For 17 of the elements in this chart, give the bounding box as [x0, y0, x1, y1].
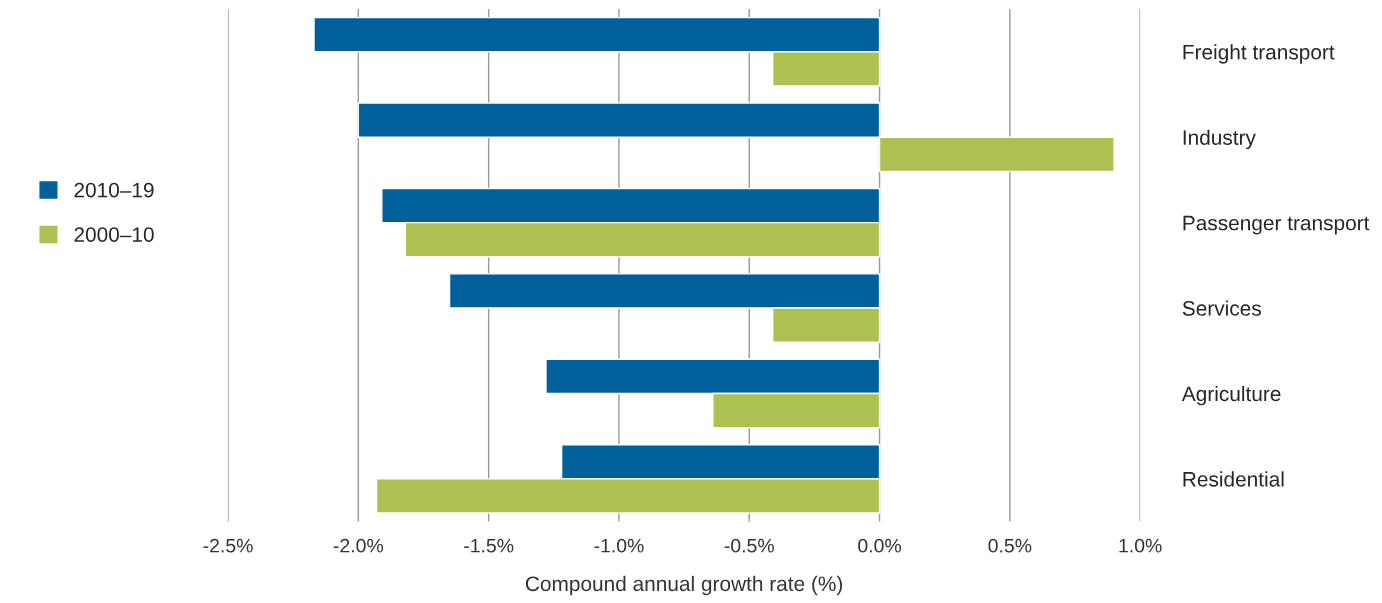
x-axis-title: Compound annual growth rate (%) — [525, 575, 843, 596]
y-tick-label: Industry — [1183, 129, 1256, 150]
y-tick-label: Passenger transport — [1183, 215, 1370, 235]
y-tick-label: Freight transport — [1183, 44, 1335, 64]
y-tick-label: Residential — [1183, 471, 1284, 487]
x-tick-label: -0.5% — [724, 538, 774, 553]
x-tick-label: -2.0% — [333, 538, 384, 553]
x-tick-label: -1.0% — [594, 538, 644, 553]
x-tick-label: 0.5% — [988, 538, 1032, 553]
legend-label: 2010–19 — [74, 182, 154, 198]
y-tick-label: Agriculture — [1181, 385, 1281, 406]
x-tick-label: -2.5% — [203, 538, 253, 553]
x-tick-label: -1.5% — [464, 538, 514, 553]
x-tick-label: 0.0% — [858, 538, 902, 553]
y-tick-label: Services — [1182, 300, 1261, 316]
x-tick-label: 1.0% — [1119, 538, 1162, 553]
legend-label: 2000–10 — [74, 227, 154, 242]
